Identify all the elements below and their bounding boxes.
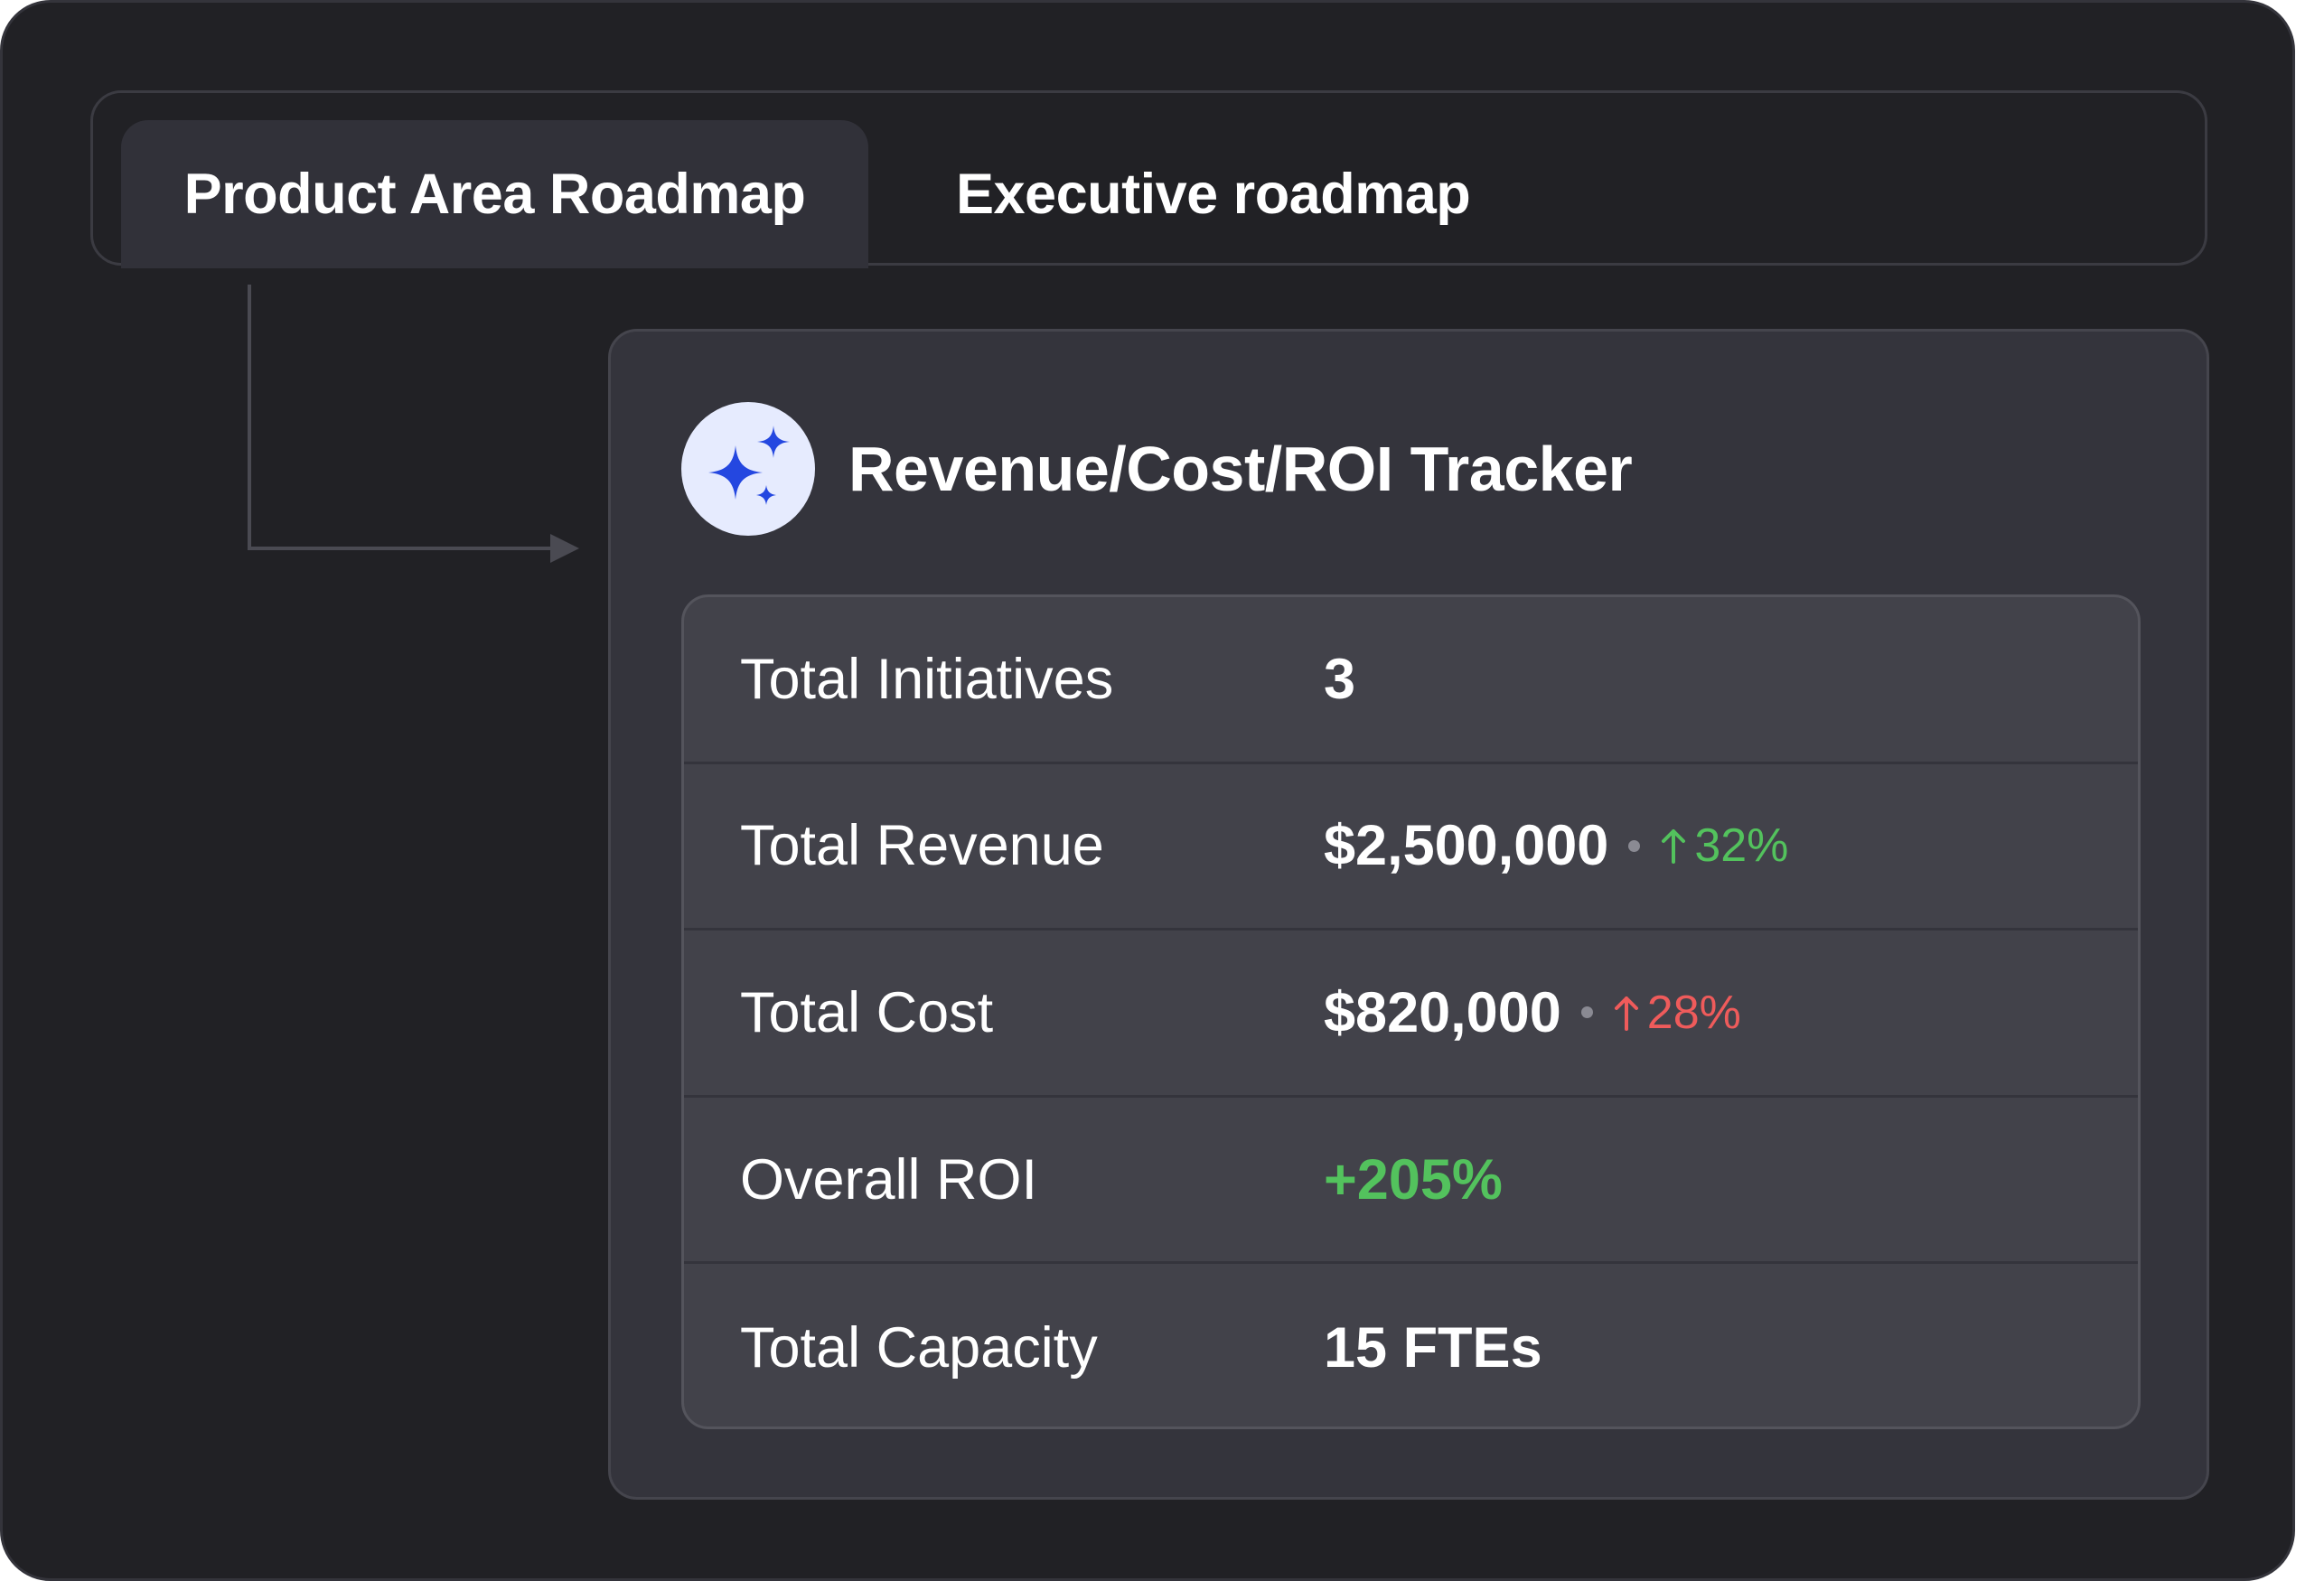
tab-product-area-roadmap[interactable]: Product Area Roadmap xyxy=(121,120,868,268)
total-initiatives-value: 3 xyxy=(1324,647,1356,711)
metrics-table: Total Initiatives 3 Total Revenue $2,500… xyxy=(681,594,2141,1429)
sparkles-icon xyxy=(681,402,815,536)
revenue-delta-value: 32% xyxy=(1694,819,1789,873)
table-row: Total Revenue $2,500,000 32% xyxy=(684,764,2138,931)
separator-dot xyxy=(1580,1006,1593,1019)
row-label: Total Capacity xyxy=(740,1315,1098,1380)
total-revenue-value: $2,500,000 xyxy=(1324,814,1609,878)
row-value: $2,500,000 32% xyxy=(1324,813,1788,878)
card-title: Revenue/Cost/ROI Tracker xyxy=(848,434,1633,504)
cost-delta: 28% xyxy=(1613,986,1741,1040)
tab-executive-roadmap[interactable]: Executive roadmap xyxy=(956,163,1471,226)
row-label: Overall ROI xyxy=(740,1147,1038,1211)
revenue-delta: 32% xyxy=(1660,819,1788,873)
total-capacity-value: 15 FTEs xyxy=(1324,1315,1542,1380)
row-label: Total Initiatives xyxy=(740,647,1114,711)
separator-dot xyxy=(1628,839,1641,852)
tracker-card: Revenue/Cost/ROI Tracker Total Initiativ… xyxy=(608,329,2209,1500)
total-cost-value: $820,000 xyxy=(1324,980,1561,1044)
table-row: Total Initiatives 3 xyxy=(684,597,2138,764)
row-value: 3 xyxy=(1324,647,1355,712)
row-value: $820,000 28% xyxy=(1324,980,1741,1045)
tab-bar: Product Area Roadmap Executive roadmap xyxy=(90,90,2207,268)
row-value: 15 FTEs xyxy=(1324,1315,1542,1380)
row-value: +205% xyxy=(1324,1147,1503,1212)
arrow-up-icon xyxy=(1614,996,1638,1031)
arrow-up-icon xyxy=(1662,829,1686,865)
table-row: Overall ROI +205% xyxy=(684,1098,2138,1265)
row-label: Total Revenue xyxy=(740,814,1104,878)
card-header: Revenue/Cost/ROI Tracker xyxy=(681,402,1633,536)
row-label: Total Cost xyxy=(740,980,994,1044)
table-row: Total Cost $820,000 28% xyxy=(684,931,2138,1098)
cost-delta-value: 28% xyxy=(1646,986,1741,1039)
overall-roi-value: +205% xyxy=(1324,1147,1503,1211)
table-row: Total Capacity 15 FTEs xyxy=(684,1264,2138,1427)
connector-arrow-icon xyxy=(248,285,579,563)
